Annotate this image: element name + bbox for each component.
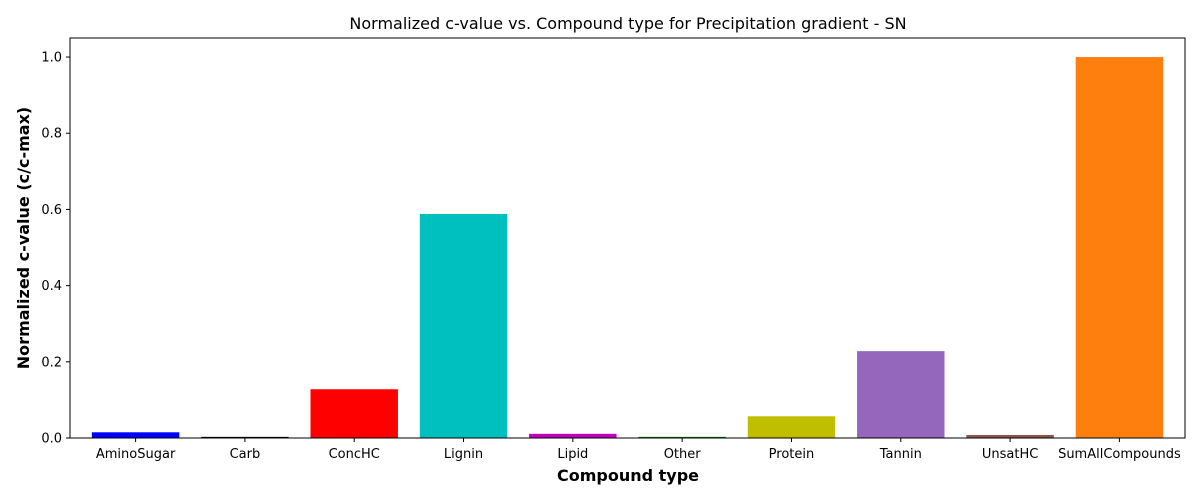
y-tick-label: 0.2 <box>41 355 62 370</box>
bar-conchc <box>310 389 398 438</box>
bar-tannin <box>857 351 945 438</box>
bar-other <box>638 436 726 438</box>
x-axis-label: Compound type <box>557 466 699 485</box>
y-tick-label: 1.0 <box>41 51 62 66</box>
x-ticks-group: AminoSugar Carb ConcHC Lignin Lipid Other Prot… <box>96 438 1181 462</box>
bar-protein <box>747 416 836 438</box>
x-tick-label: Protein <box>769 447 815 462</box>
bar-lipid <box>529 433 617 438</box>
bar-unsathc <box>966 434 1054 438</box>
bar-lignin <box>419 214 508 438</box>
y-tick-label: 0.8 <box>41 127 62 142</box>
bar-aminosugar <box>91 432 180 438</box>
bars-group <box>91 57 1164 439</box>
x-tick-label: Other <box>664 447 702 462</box>
x-tick-label: Tannin <box>879 447 922 462</box>
y-tick-label: 0.4 <box>41 279 62 294</box>
y-tick-label: 0.6 <box>41 203 62 218</box>
x-tick-label: Lipid <box>557 447 588 462</box>
x-tick-label: AminoSugar <box>96 447 176 462</box>
chart-title: Normalized c-value vs. Compound type for… <box>349 14 906 33</box>
y-tick-label: 0.0 <box>41 432 62 447</box>
plot-frame <box>69 37 1186 439</box>
y-axis-label: Normalized c-value (c/c-max) <box>14 107 33 369</box>
x-tick-label: UnsatHC <box>982 447 1038 462</box>
x-tick-label: Lignin <box>444 447 483 462</box>
bar-carb <box>201 436 289 438</box>
bar-sumallcompounds <box>1075 57 1164 439</box>
y-ticks-group: 0.0 0.2 0.4 0.6 0.8 1.0 <box>41 51 70 447</box>
x-tick-label: Carb <box>230 447 261 462</box>
x-tick-label: SumAllCompounds <box>1058 447 1181 462</box>
x-tick-label: ConcHC <box>329 447 380 462</box>
